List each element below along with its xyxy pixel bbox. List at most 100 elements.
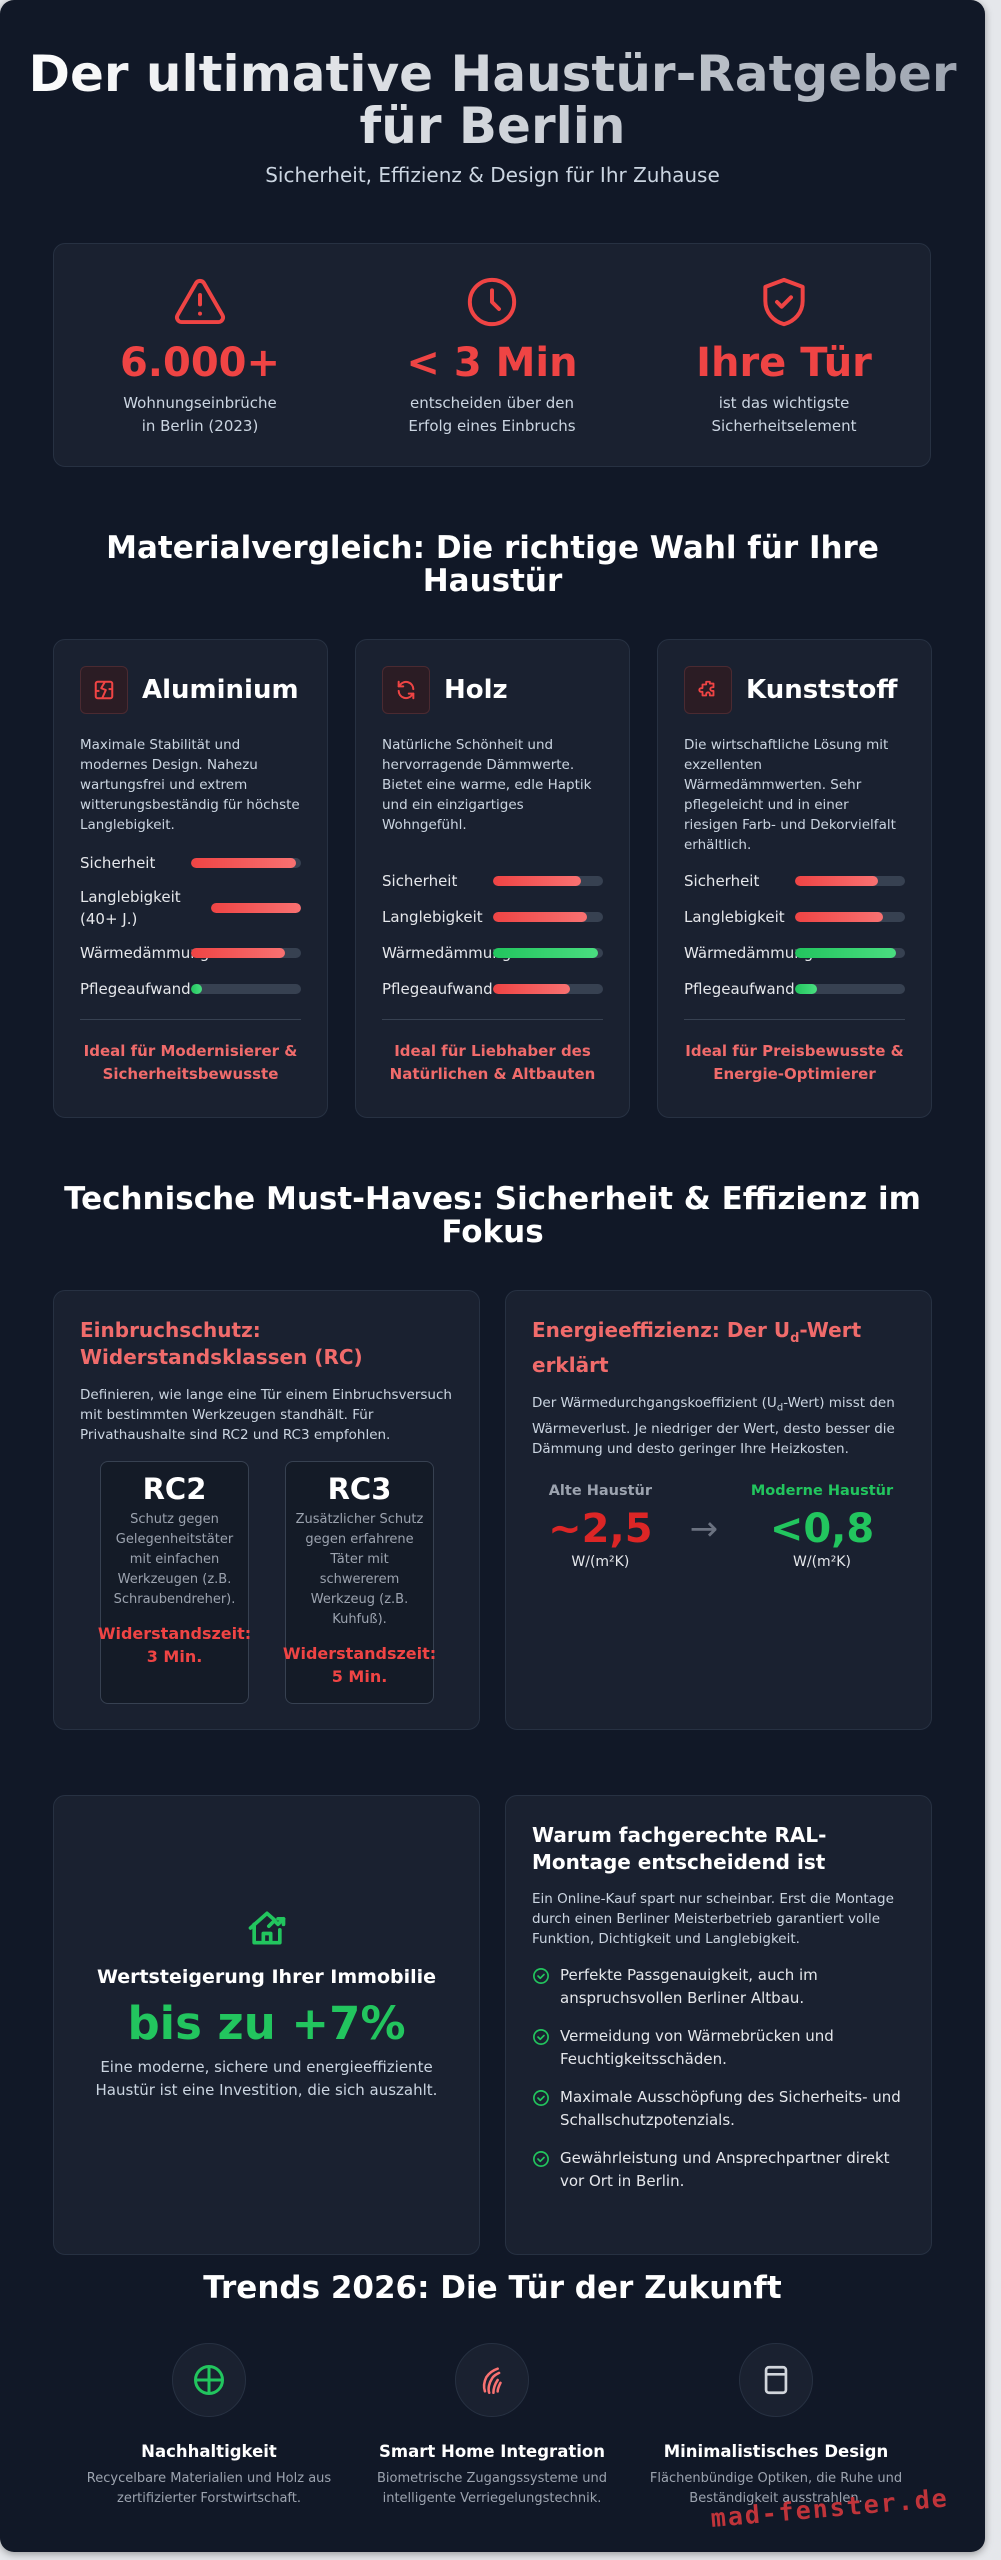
value-title: Wertsteigerung Ihrer Immobilie: [96, 1966, 437, 1988]
ud-new: Moderne Haustür <0,8 W/(m²K): [750, 1482, 894, 1570]
burglary-protection-card: Einbruchschutz: Widerstandsklassen (RC) …: [53, 1290, 480, 1730]
material-card-holz: Holz Natürliche Schönheit und hervorrage…: [355, 639, 630, 1118]
rating-insulation: Wärmedämmung: [80, 935, 301, 971]
stat-label: entscheiden über den Erfolg eines Einbruc…: [408, 394, 576, 435]
ral-installation-card: Warum fachgerechte RAL-Montage entscheid…: [505, 1795, 932, 2255]
value-text: Eine moderne, sichere und energieeffizie…: [95, 2058, 438, 2099]
globe-icon: [194, 2365, 224, 2395]
section-title-materials: Materialvergleich: Die richtige Wahl für…: [106, 530, 879, 599]
trend-text: Recycelbare Materialien und Holz aus zer…: [86, 2471, 332, 2506]
check-circle-icon: [533, 2029, 549, 2045]
rating-bars: Sicherheit Langlebigkeit Wärmedämmung Pf…: [382, 863, 603, 1007]
energy-text: Der Wärmedurchgangskoeffizient (Ud-Wert)…: [532, 1395, 895, 1457]
section-title-trends: Trends 2026: Die Tür der Zukunft: [203, 2270, 782, 2306]
rating-maintenance: Pflegeaufwand: [382, 971, 603, 1007]
material-ideal-for: Ideal für Preisbewusste & Energie-Optimi…: [685, 1042, 904, 1083]
clock-icon: [467, 277, 517, 327]
page-subtitle: Sicherheit, Effizienz & Design für Ihr Z…: [265, 163, 720, 187]
trend-title: Nachhaltigkeit: [141, 2442, 277, 2461]
value-increase-card: Wertsteigerung Ihrer Immobilie bis zu +7…: [53, 1795, 480, 2255]
rating-durability: Langlebigkeit: [382, 899, 603, 935]
material-card-kunststoff: Kunststoff Die wirtschaftliche Lösung mi…: [657, 639, 932, 1118]
material-description: Die wirtschaftliche Lösung mit exzellent…: [684, 737, 896, 853]
ral-checklist: Perfekte Passgenauigkeit, auch im anspru…: [532, 1964, 905, 2193]
ud-comparison: Alte Haustür ~2,5 W/(m²K) → Moderne Haus…: [532, 1481, 905, 1571]
material-description: Maximale Stabilität und modernes Design.…: [80, 737, 300, 833]
trend-text: Biometrische Zugangssysteme und intellig…: [377, 2471, 607, 2506]
material-name: Aluminium: [142, 675, 299, 705]
page-title-line2: für Berlin: [359, 97, 626, 155]
house-trend-up-icon: [248, 1911, 285, 1945]
fingerprint-icon: [482, 2367, 502, 2395]
ral-title: Warum fachgerechte RAL-Montage entscheid…: [532, 1823, 827, 1874]
stat-value: 6.000+: [119, 340, 281, 386]
rating-security: Sicherheit: [382, 863, 603, 899]
trend-title: Smart Home Integration: [379, 2442, 605, 2461]
trend-smart-home: Smart Home Integration Biometrische Zuga…: [342, 2343, 642, 2509]
trend-title: Minimalistisches Design: [663, 2442, 889, 2461]
warning-triangle-icon: [175, 278, 225, 325]
checklist-item: Perfekte Passgenauigkeit, auch im anspru…: [532, 1964, 905, 2010]
divider: [684, 1019, 905, 1020]
rating-durability: Langlebigkeit: [684, 899, 905, 935]
rc-resistance-time: Widerstandszeit: 3 Min.: [97, 1624, 252, 1666]
rc-name: RC3: [327, 1472, 392, 1506]
rating-maintenance: Pflegeaufwand: [80, 971, 301, 1007]
door-panel-icon: [764, 2365, 788, 2395]
burglary-title: Einbruchschutz: Widerstandsklassen (RC): [80, 1318, 363, 1369]
rating-insulation: Wärmedämmung: [684, 935, 905, 971]
material-name: Kunststoff: [746, 675, 898, 705]
stat-time: < 3 Min entscheiden über den Erfolg eines…: [346, 244, 638, 466]
trend-text: Flächenbündige Optiken, die Ruhe und Bes…: [649, 2471, 903, 2506]
energy-title: Energieeffizienz: Der Ud-Wert erklärt: [532, 1318, 862, 1377]
rating-security: Sicherheit: [80, 845, 301, 881]
stat-door: Ihre Tür ist das wichtigste Sicherheitsel…: [638, 244, 930, 466]
aluminium-icon: [80, 666, 128, 714]
energy-efficiency-card: Energieeffizienz: Der Ud-Wert erklärt De…: [505, 1290, 932, 1730]
stat-value: Ihre Tür: [696, 340, 872, 386]
trend-minimalist: Minimalistisches Design Flächenbündige O…: [626, 2343, 926, 2509]
stat-label: Wohnungseinbrüche in Berlin (2023): [123, 394, 277, 435]
rc2-card: RC2 Schutz gegen Gelegenheitstäter mit e…: [98, 1461, 251, 1704]
arrow-right-icon: →: [689, 1508, 719, 1549]
checklist-item: Vermeidung von Wärmebrücken und Feuchtig…: [532, 2025, 905, 2071]
rating-durability: Langlebigkeit (40+ J.): [80, 881, 301, 935]
rc-resistance-time: Widerstandszeit: 5 Min.: [282, 1644, 437, 1686]
material-description: Natürliche Schönheit und hervorragende D…: [382, 737, 592, 833]
check-circle-icon: [533, 2090, 549, 2106]
rc-name: RC2: [142, 1472, 207, 1506]
refresh-cycle-icon: [382, 666, 430, 714]
ud-old: Alte Haustür ~2,5 W/(m²K): [548, 1482, 653, 1570]
material-ideal-for: Ideal für Liebhaber des Natürlichen & Al…: [389, 1042, 596, 1083]
rating-security: Sicherheit: [684, 863, 905, 899]
page-title: Der ultimative Haustür-Ratgeber für Berl…: [0, 48, 985, 152]
section-title-technical: Technische Must-Haves: Sicherheit & Effi…: [64, 1181, 921, 1250]
ral-text: Ein Online-Kauf spart nur scheinbar. Ers…: [532, 1891, 894, 1947]
material-card-aluminium: Aluminium Maximale Stabilität und modern…: [53, 639, 328, 1118]
rc-description: Schutz gegen Gelegenheitstäter mit einfa…: [113, 1512, 236, 1607]
check-circle-icon: [533, 1968, 549, 1984]
stats-panel: 6.000+ Wohnungseinbrüche in Berlin (2023)…: [53, 243, 931, 467]
stat-label: ist das wichtigste Sicherheitselement: [711, 394, 857, 435]
rating-bars: Sicherheit Langlebigkeit (40+ J.) Wärmed…: [80, 845, 301, 1007]
divider: [382, 1019, 603, 1020]
material-name: Holz: [444, 675, 508, 705]
material-ideal-for: Ideal für Modernisierer & Sicherheitsbew…: [83, 1042, 298, 1083]
rating-bars: Sicherheit Langlebigkeit Wärmedämmung Pf…: [684, 863, 905, 1007]
page-title-line1: Der ultimative Haustür-Ratgeber: [28, 45, 957, 103]
rc-description: Zusätzlicher Schutz gegen erfahrene Täte…: [295, 1512, 424, 1627]
rating-insulation: Wärmedämmung: [382, 935, 603, 971]
shield-check-icon: [763, 277, 805, 327]
check-circle-icon: [533, 2151, 549, 2167]
puzzle-icon: [684, 666, 732, 714]
rating-maintenance: Pflegeaufwand: [684, 971, 905, 1007]
burglary-text: Definieren, wie lange eine Tür einem Ein…: [80, 1387, 452, 1443]
stat-value: < 3 Min: [406, 340, 578, 386]
rc3-card: RC3 Zusätzlicher Schutz gegen erfahrene …: [283, 1461, 436, 1704]
divider: [80, 1019, 301, 1020]
checklist-item: Maximale Ausschöpfung des Sicherheits- u…: [532, 2086, 905, 2132]
stat-burglaries: 6.000+ Wohnungseinbrüche in Berlin (2023): [54, 244, 346, 466]
trend-sustainability: Nachhaltigkeit Recycelbare Materialien u…: [59, 2343, 359, 2509]
value-percent: bis zu +7%: [127, 1997, 406, 2050]
